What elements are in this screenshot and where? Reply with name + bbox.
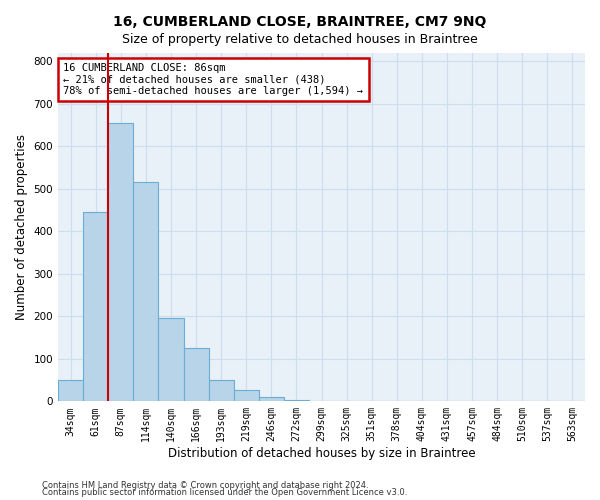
Text: Size of property relative to detached houses in Braintree: Size of property relative to detached ho… xyxy=(122,32,478,46)
Text: Contains public sector information licensed under the Open Government Licence v3: Contains public sector information licen… xyxy=(42,488,407,497)
Bar xyxy=(83,212,108,402)
Bar xyxy=(58,380,83,402)
Bar xyxy=(209,380,233,402)
Y-axis label: Number of detached properties: Number of detached properties xyxy=(15,134,28,320)
Bar xyxy=(108,122,133,402)
Bar xyxy=(233,390,259,402)
Text: 16, CUMBERLAND CLOSE, BRAINTREE, CM7 9NQ: 16, CUMBERLAND CLOSE, BRAINTREE, CM7 9NQ xyxy=(113,15,487,29)
X-axis label: Distribution of detached houses by size in Braintree: Distribution of detached houses by size … xyxy=(168,447,475,460)
Text: Contains HM Land Registry data © Crown copyright and database right 2024.: Contains HM Land Registry data © Crown c… xyxy=(42,480,368,490)
Bar xyxy=(259,397,284,402)
Bar xyxy=(158,318,184,402)
Bar xyxy=(284,400,309,402)
Bar xyxy=(184,348,209,402)
Bar xyxy=(133,182,158,402)
Text: 16 CUMBERLAND CLOSE: 86sqm
← 21% of detached houses are smaller (438)
78% of sem: 16 CUMBERLAND CLOSE: 86sqm ← 21% of deta… xyxy=(64,63,364,96)
